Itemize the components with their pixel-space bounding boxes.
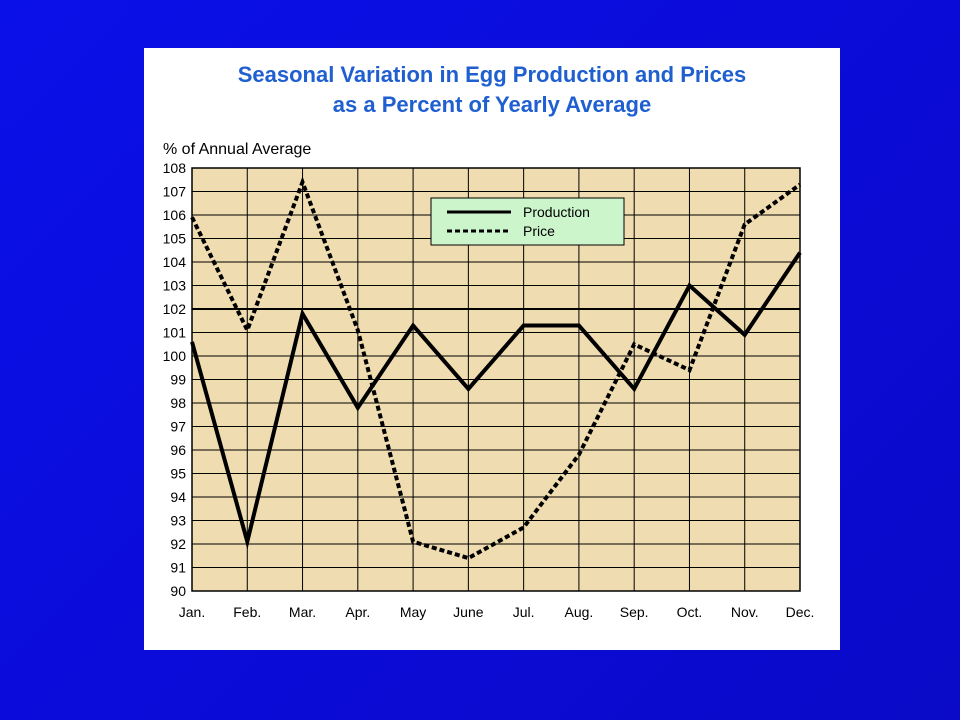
series-line-price xyxy=(190,176,802,561)
x-tick-label-7: Aug. xyxy=(565,604,594,620)
y-tick-label-94: 94 xyxy=(170,489,186,505)
y-tick-label-99: 99 xyxy=(170,372,186,388)
x-tick-label-11: Dec. xyxy=(786,604,815,620)
legend xyxy=(430,197,625,246)
x-tick-label-8: Sep. xyxy=(620,604,649,620)
y-tick-label-98: 98 xyxy=(170,395,186,411)
y-tick-label-100: 100 xyxy=(163,348,187,364)
chart-title: Seasonal Variation in Egg Production and… xyxy=(144,60,840,120)
x-tick-label-3: Apr. xyxy=(345,604,370,620)
y-tick-label-96: 96 xyxy=(170,442,186,458)
y-tick-label-90: 90 xyxy=(170,583,186,599)
y-tick-label-95: 95 xyxy=(170,466,186,482)
x-tick-label-6: Jul. xyxy=(513,604,535,620)
x-tick-label-0: Jan. xyxy=(179,604,205,620)
x-tick-label-10: Nov. xyxy=(731,604,759,620)
chart-title-line-2: as a Percent of Yearly Average xyxy=(332,92,652,117)
y-tick-label-102: 102 xyxy=(163,301,187,317)
plot-border xyxy=(191,167,801,592)
y-tick-label-107: 107 xyxy=(163,184,187,200)
legend-label-price: Price xyxy=(523,223,555,239)
legend-label-production: Production xyxy=(523,204,590,220)
chart-title-line-1: Seasonal Variation in Egg Production and… xyxy=(237,62,747,87)
y-tick-label-101: 101 xyxy=(163,325,187,341)
y-tick-label-92: 92 xyxy=(170,536,186,552)
y-tick-label-103: 103 xyxy=(163,278,187,294)
y-tick-label-106: 106 xyxy=(163,207,187,223)
line-chart: % of Annual Average 90 91 92 93 94 95 96 97 98 99… xyxy=(163,141,815,620)
y-tick-label-104: 104 xyxy=(163,254,187,270)
y-tick-label-97: 97 xyxy=(170,419,186,435)
y-tick-label-108: 108 xyxy=(163,160,187,176)
x-tick-label-2: Mar. xyxy=(289,604,316,620)
y-axis-label: % of Annual Average xyxy=(163,141,311,158)
x-tick-label-5: June xyxy=(453,604,484,620)
y-tick-label-93: 93 xyxy=(170,513,186,529)
y-tick-label-91: 91 xyxy=(170,560,186,576)
x-tick-label-9: Oct. xyxy=(677,604,703,620)
y-tick-label-105: 105 xyxy=(163,231,187,247)
x-tick-label-4: May xyxy=(400,604,426,620)
chart-panel: Seasonal Variation in Egg Production and… xyxy=(144,48,840,650)
series-line-production xyxy=(190,251,802,550)
x-tick-label-1: Feb. xyxy=(233,604,261,620)
